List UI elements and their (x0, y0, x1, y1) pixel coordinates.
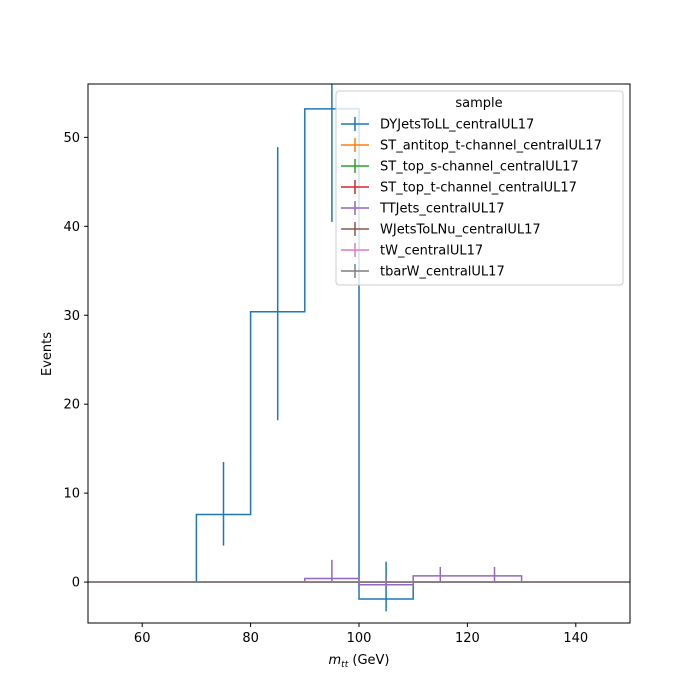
x-axis-ticks: 60 80 100 120 140 (134, 623, 588, 646)
y-tick-label: 40 (63, 220, 80, 235)
legend-label: ST_top_s-channel_centralUL17 (380, 160, 579, 175)
y-tick-label: 10 (63, 487, 80, 502)
y-axis-ticks: 0 10 20 30 40 50 (63, 131, 88, 591)
series-step-line (88, 108, 630, 600)
y-tick-label: 50 (63, 131, 80, 146)
legend-entry: ST_top_t-channel_centralUL17 (341, 180, 577, 196)
legend-entry: tW_centralUL17 (341, 243, 483, 259)
y-tick-label: 0 (72, 576, 80, 591)
legend: sample DYJetsToLL_centralUL17 ST_antitop_… (335, 90, 624, 286)
legend-label: TTJets_centralUL17 (379, 202, 505, 217)
legend-entry: DYJetsToLL_centralUL17 (341, 117, 534, 133)
legend-box (335, 90, 624, 286)
legend-label: DYJetsToLL_centralUL17 (380, 118, 534, 133)
y-tick-label: 20 (63, 398, 80, 413)
x-tick-label: 60 (134, 631, 151, 646)
legend-entry: ST_top_s-channel_centralUL17 (341, 159, 579, 175)
series-step-line (88, 575, 630, 586)
legend-entries: DYJetsToLL_centralUL17 ST_antitop_t-chann… (341, 117, 602, 280)
legend-entry: TTJets_centralUL17 (341, 201, 505, 217)
y-axis-label: Events (40, 332, 55, 376)
legend-label: ST_antitop_t-channel_centralUL17 (380, 139, 602, 154)
legend-label: tW_centralUL17 (380, 244, 483, 259)
x-tick-label: 140 (563, 631, 588, 646)
series-0 (88, 84, 630, 612)
data-layer (88, 84, 630, 612)
legend-entry: ST_antitop_t-channel_centralUL17 (341, 138, 602, 154)
x-axis-label: mtt (GeV) (329, 653, 390, 670)
legend-title: sample (455, 96, 502, 111)
legend-label: WJetsToLNu_centralUL17 (380, 223, 541, 238)
legend-entry: WJetsToLNu_centralUL17 (341, 222, 541, 238)
legend-entry: tbarW_centralUL17 (341, 264, 505, 280)
legend-label: tbarW_centralUL17 (380, 265, 505, 280)
x-tick-label: 100 (347, 631, 372, 646)
x-tick-label: 120 (455, 631, 480, 646)
legend-label: ST_top_t-channel_centralUL17 (380, 181, 577, 196)
x-tick-label: 80 (242, 631, 259, 646)
y-tick-label: 30 (63, 309, 80, 324)
